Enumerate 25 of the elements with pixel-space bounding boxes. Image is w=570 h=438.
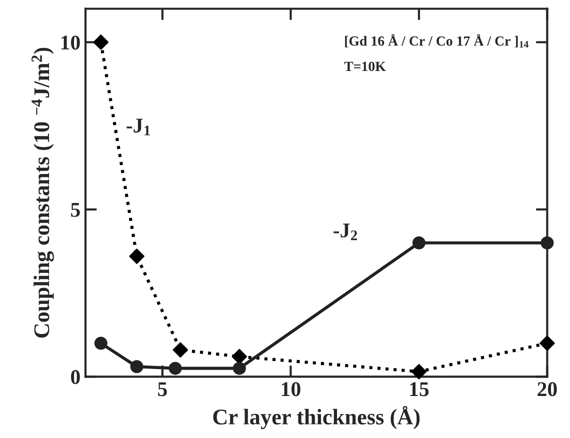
point xyxy=(412,236,426,250)
x-tick-label: 10 xyxy=(282,382,300,396)
point xyxy=(93,34,109,50)
point xyxy=(130,360,144,374)
y-tick-label: 5 xyxy=(71,203,80,217)
point xyxy=(540,336,555,351)
point xyxy=(411,364,427,380)
y-axis-title: Coupling constants (10 $^{−4}$J/m$^{2}$) xyxy=(32,48,54,338)
point xyxy=(168,362,182,375)
point xyxy=(232,348,248,364)
series-label: -J$_{2}$ xyxy=(334,224,358,240)
y-tick-label: 10 xyxy=(61,36,80,50)
annotation: [Gd 16 Å / Cr / Co 17 Å / Cr ]$_{14}$ xyxy=(345,34,528,48)
x-tick-label: 5 xyxy=(158,382,167,396)
series-label: -J$_{1}$ xyxy=(126,118,150,136)
point xyxy=(94,336,108,350)
point xyxy=(232,362,246,375)
y-tick-label: 0 xyxy=(71,370,80,384)
point xyxy=(172,342,188,358)
point xyxy=(129,248,144,264)
annotation: T=10K xyxy=(344,62,386,72)
point xyxy=(540,236,554,250)
x-tick-label: 20 xyxy=(538,382,557,396)
x-axis-title: Cr layer thickness (Å) xyxy=(213,406,420,430)
x-tick-label: 15 xyxy=(410,382,429,396)
